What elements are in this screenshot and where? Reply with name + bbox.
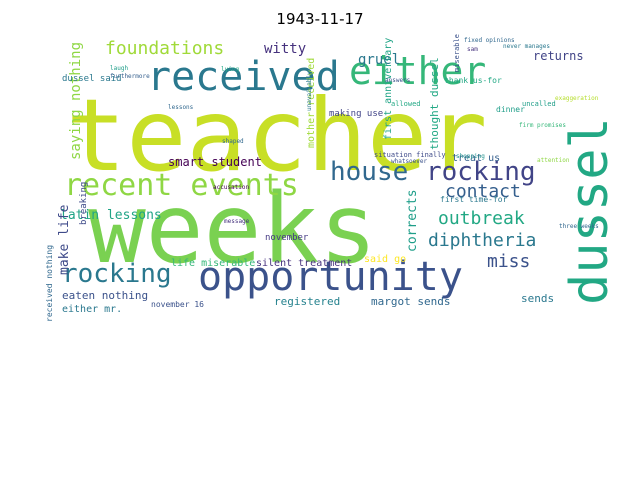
word-63: laugh: [110, 65, 128, 72]
word-18: saying nothing: [68, 42, 84, 160]
word-61: furthermore: [110, 73, 150, 80]
word-62: lying: [221, 66, 239, 73]
word-26: margot sends: [371, 295, 450, 308]
word-64: answers: [385, 77, 411, 84]
word-33: november: [265, 233, 309, 243]
word-13: contact: [445, 181, 521, 202]
word-20: smart student: [168, 155, 262, 169]
word-59: message: [224, 218, 250, 225]
word-48: exaggeration: [555, 95, 599, 102]
word-47: never manages: [503, 43, 550, 50]
word-54: shopping: [456, 153, 485, 160]
word-45: fixed opinions: [464, 37, 515, 44]
word-7: house: [330, 157, 408, 187]
word-29: first anniversary: [383, 38, 394, 140]
word-39: first time-for: [440, 195, 508, 204]
word-51: allowed: [391, 100, 421, 108]
word-31: life miserable: [171, 258, 255, 269]
word-49: uncalled: [522, 100, 556, 108]
word-28: treat us: [452, 153, 500, 164]
word-22: corrects: [405, 189, 420, 252]
word-23: eaten nothing: [62, 289, 148, 302]
word-40: received nothing: [45, 245, 54, 322]
word-30: thought dussel: [428, 57, 441, 150]
word-14: miss: [487, 251, 530, 272]
word-34: said go: [364, 254, 406, 265]
word-8: rocking: [426, 157, 536, 187]
word-15: witty: [264, 41, 306, 57]
word-44: sam: [467, 46, 478, 53]
word-6: recent events: [64, 168, 299, 203]
word-41: breaking: [79, 182, 89, 225]
word-57: whatsoever: [391, 158, 428, 165]
word-37: mother received: [306, 58, 317, 148]
word-12: diphtheria: [428, 230, 536, 251]
word-27: sends: [521, 292, 554, 305]
word-10: foundations: [105, 38, 224, 59]
word-9: rocking: [62, 259, 172, 289]
word-0: teacher: [66, 77, 487, 194]
word-4: received: [147, 54, 340, 100]
word-50: firm promises: [519, 122, 566, 129]
word-35: november 16: [151, 300, 204, 309]
word-38: making use: [329, 109, 383, 119]
word-17: returns: [533, 49, 584, 63]
plot-title: 1943-11-17: [276, 10, 364, 28]
word-46: miserable: [453, 34, 461, 72]
word-36: dussel said: [62, 74, 122, 84]
word-5: either: [349, 49, 486, 93]
word-56: accusation: [213, 184, 250, 191]
word-3: dussel: [560, 117, 620, 305]
word-52: lessons: [168, 104, 194, 111]
word-65: shaped: [222, 138, 244, 145]
word-25: registered: [274, 295, 340, 308]
word-60: unavailably: [306, 71, 313, 111]
word-53: situation finally: [374, 151, 446, 159]
word-2: opportunity: [198, 254, 463, 300]
word-55: attention: [537, 157, 570, 164]
word-42: thank us-for: [444, 76, 502, 85]
word-11: outbreak: [438, 208, 525, 229]
word-19: latin lessons: [60, 208, 162, 223]
word-21: make life: [57, 204, 72, 275]
word-32: silent treatment: [256, 258, 352, 269]
word-16: gruel: [358, 52, 400, 68]
word-24: either mr.: [62, 304, 122, 315]
word-43: dinner: [496, 105, 525, 114]
word-58: three weeks: [559, 223, 599, 230]
word-1: weeks: [88, 173, 377, 285]
